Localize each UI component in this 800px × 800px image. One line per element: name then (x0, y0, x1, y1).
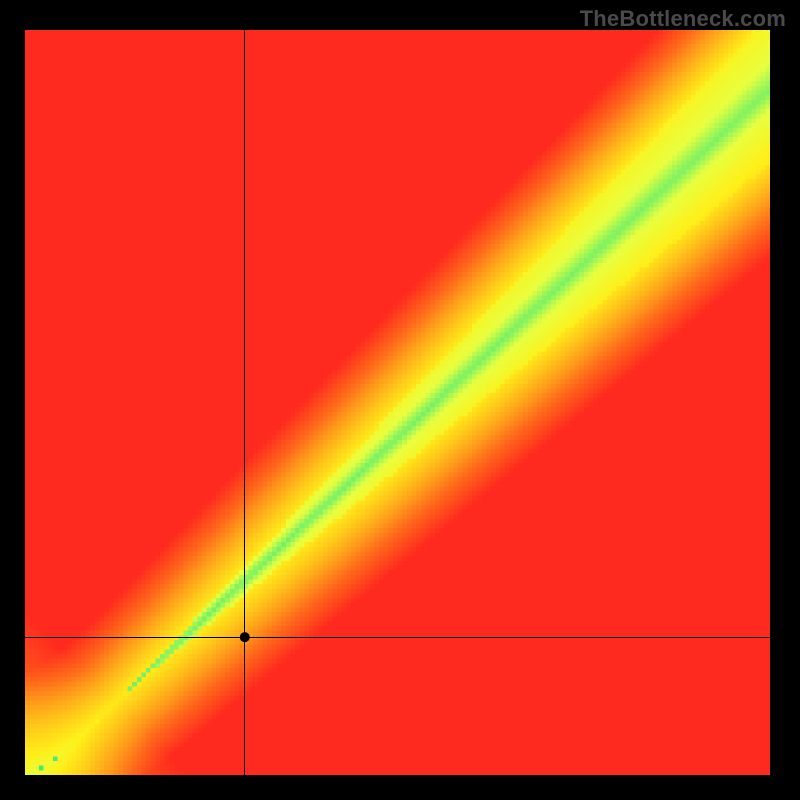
heatmap-plot (25, 30, 770, 775)
crosshair-dot-circle (240, 632, 250, 642)
watermark-text: TheBottleneck.com (580, 6, 786, 32)
crosshair-dot (25, 30, 770, 775)
stage: TheBottleneck.com (0, 0, 800, 800)
